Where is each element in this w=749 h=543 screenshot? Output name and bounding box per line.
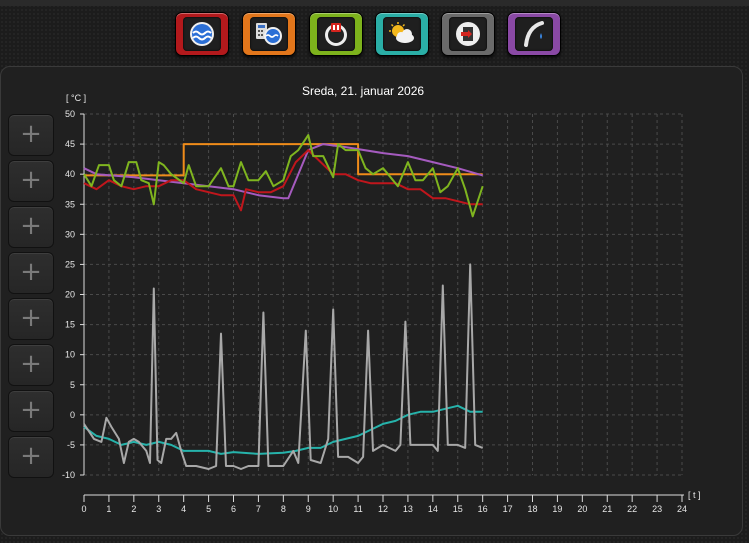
add-button-6[interactable]: + (8, 344, 54, 386)
add-button-2[interactable]: + (8, 160, 54, 202)
y-tick-label: 40 (65, 169, 75, 179)
heat-source-icon (325, 23, 347, 46)
x-tick-label: 19 (552, 504, 562, 514)
x-tick-label: 22 (627, 504, 637, 514)
x-tick-label: 1 (106, 504, 111, 514)
water-tap-icon (524, 21, 544, 47)
y-tick-label: 10 (65, 350, 75, 360)
x-tick-label: 0 (81, 504, 86, 514)
x-tick-label: 20 (577, 504, 587, 514)
x-axis-label: [ t ] (688, 490, 701, 500)
series-line-1 (84, 143, 483, 177)
x-tick-label: 10 (328, 504, 338, 514)
x-tick-label: 11 (353, 504, 362, 514)
heating-circuit-button[interactable] (175, 12, 229, 56)
toolbar (175, 12, 565, 58)
water-tank-icon (190, 22, 214, 46)
exit-door-icon (456, 22, 480, 46)
x-tick-label: 2 (131, 504, 136, 514)
exit-button[interactable] (441, 12, 495, 56)
x-tick-label: 7 (256, 504, 261, 514)
series-line-6 (83, 263, 484, 470)
x-tick-label: 3 (156, 504, 161, 514)
add-button-7[interactable]: + (8, 390, 54, 432)
chart-title: Sreda, 21. januar 2026 (302, 84, 424, 98)
y-tick-label: 20 (65, 290, 75, 300)
x-tick-label: 12 (378, 504, 388, 514)
y-tick-label: 25 (65, 259, 75, 269)
x-tick-label: 4 (181, 504, 186, 514)
y-tick-label: 30 (65, 229, 75, 239)
x-tick-label: 24 (677, 504, 687, 514)
controller-button[interactable] (242, 12, 296, 56)
series-line-5 (83, 404, 483, 455)
add-button-4[interactable]: + (8, 252, 54, 294)
x-tick-label: 5 (206, 504, 211, 514)
x-tick-label: 8 (281, 504, 286, 514)
add-button-1[interactable]: + (8, 114, 54, 156)
series-line-2 (83, 143, 483, 200)
add-button-5[interactable]: + (8, 298, 54, 340)
tap-button[interactable] (507, 12, 561, 56)
y-tick-label: 5 (70, 380, 75, 390)
add-button-8[interactable]: + (8, 436, 54, 478)
x-tick-label: 15 (453, 504, 463, 514)
add-button-3[interactable]: + (8, 206, 54, 248)
y-tick-label: -5 (67, 440, 75, 450)
boiler-button[interactable] (309, 12, 363, 56)
x-tick-label: 23 (652, 504, 662, 514)
x-tick-label: 17 (503, 504, 513, 514)
x-tick-label: 14 (428, 504, 438, 514)
y-tick-label: -10 (62, 470, 75, 480)
y-tick-label: 35 (65, 199, 75, 209)
x-tick-label: 16 (478, 504, 488, 514)
chart-series (83, 134, 484, 470)
series-line-4 (83, 134, 484, 218)
x-tick-label: 18 (527, 504, 537, 514)
y-tick-label: 15 (65, 320, 75, 330)
calculator-tank-icon (256, 23, 282, 45)
weather-sun-cloud-icon (389, 22, 414, 43)
y-axis-label: [ °C ] (66, 93, 86, 103)
x-tick-label: 13 (403, 504, 413, 514)
y-tick-label: 0 (70, 410, 75, 420)
series-line-3 (83, 149, 483, 212)
x-tick-label: 6 (231, 504, 236, 514)
top-edge (0, 0, 749, 6)
x-tick-label: 9 (306, 504, 311, 514)
weather-button[interactable] (375, 12, 429, 56)
x-tick-label: 21 (602, 504, 612, 514)
y-tick-label: 50 (65, 109, 75, 119)
y-tick-label: 45 (65, 139, 75, 149)
